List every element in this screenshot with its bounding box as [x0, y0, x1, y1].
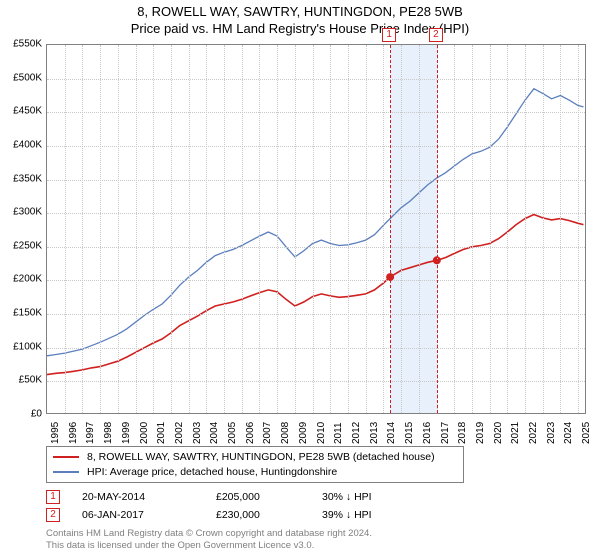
x-axis-label: 1997 — [85, 422, 96, 444]
chart-sale-marker: 2 — [429, 28, 443, 42]
x-axis-label: 2021 — [510, 422, 521, 444]
sale-delta: 30% ↓ HPI — [322, 491, 422, 503]
title-line-1: 8, ROWELL WAY, SAWTRY, HUNTINGDON, PE28 … — [0, 4, 600, 21]
x-axis-label: 1995 — [50, 422, 61, 444]
x-axis-label: 2016 — [422, 422, 433, 444]
legend-swatch-hpi — [53, 471, 79, 473]
table-row: 1 20-MAY-2014 £205,000 30% ↓ HPI — [46, 488, 422, 506]
x-axis-label: 2001 — [156, 422, 167, 444]
series-line-hpi — [47, 89, 584, 356]
sale-marker-cell: 2 — [46, 508, 82, 522]
legend-label-hpi: HPI: Average price, detached house, Hunt… — [87, 465, 337, 480]
sale-marker-2: 2 — [46, 508, 60, 522]
x-axis-label: 2018 — [457, 422, 468, 444]
y-axis-label: £500K — [13, 72, 42, 83]
legend-swatch-property — [53, 456, 79, 458]
footer-attribution: Contains HM Land Registry data © Crown c… — [46, 528, 372, 552]
x-axis-label: 2007 — [262, 422, 273, 444]
legend-row-property: 8, ROWELL WAY, SAWTRY, HUNTINGDON, PE28 … — [53, 450, 457, 465]
legend-row-hpi: HPI: Average price, detached house, Hunt… — [53, 465, 457, 480]
chart-container: 8, ROWELL WAY, SAWTRY, HUNTINGDON, PE28 … — [0, 0, 600, 560]
x-axis-label: 2000 — [139, 422, 150, 444]
x-axis-label: 2006 — [245, 422, 256, 444]
table-row: 2 06-JAN-2017 £230,000 39% ↓ HPI — [46, 506, 422, 524]
y-axis-label: £350K — [13, 173, 42, 184]
x-axis-label: 2025 — [581, 422, 592, 444]
x-axis-label: 1996 — [68, 422, 79, 444]
chart-svg — [47, 45, 585, 413]
sale-date: 20-MAY-2014 — [82, 491, 216, 503]
sale-delta: 39% ↓ HPI — [322, 509, 422, 521]
sale-marker-1: 1 — [46, 490, 60, 504]
x-axis-label: 2004 — [209, 422, 220, 444]
sale-marker-cell: 1 — [46, 490, 82, 504]
footer-line-2: This data is licensed under the Open Gov… — [46, 540, 372, 552]
x-axis-label: 2005 — [227, 422, 238, 444]
x-axis-label: 2003 — [192, 422, 203, 444]
title-block: 8, ROWELL WAY, SAWTRY, HUNTINGDON, PE28 … — [0, 0, 600, 40]
x-axis-label: 2020 — [493, 422, 504, 444]
y-axis-label: £100K — [13, 341, 42, 352]
legend-box: 8, ROWELL WAY, SAWTRY, HUNTINGDON, PE28 … — [46, 446, 464, 483]
sale-price: £205,000 — [216, 491, 322, 503]
series-line-property — [47, 215, 584, 375]
y-axis-label: £300K — [13, 207, 42, 218]
x-axis-label: 2008 — [280, 422, 291, 444]
x-axis-label: 2002 — [174, 422, 185, 444]
sales-table: 1 20-MAY-2014 £205,000 30% ↓ HPI 2 06-JA… — [46, 488, 422, 524]
x-axis-label: 2019 — [475, 422, 486, 444]
y-axis-label: £50K — [19, 375, 42, 386]
x-axis-label: 2011 — [333, 422, 344, 444]
legend-label-property: 8, ROWELL WAY, SAWTRY, HUNTINGDON, PE28 … — [87, 450, 435, 465]
y-axis-label: £150K — [13, 308, 42, 319]
chart-plot-area — [46, 44, 586, 414]
chart-sale-marker: 1 — [382, 28, 396, 42]
y-axis-label: £250K — [13, 240, 42, 251]
y-axis-label: £0 — [31, 409, 42, 420]
sale-date: 06-JAN-2017 — [82, 509, 216, 521]
y-axis-label: £450K — [13, 106, 42, 117]
x-axis-label: 1999 — [121, 422, 132, 444]
x-axis-label: 2009 — [298, 422, 309, 444]
title-line-2: Price paid vs. HM Land Registry's House … — [0, 21, 600, 38]
x-axis-label: 2022 — [528, 422, 539, 444]
y-axis-label: £550K — [13, 39, 42, 50]
x-axis-label: 1998 — [103, 422, 114, 444]
x-axis-label: 2015 — [404, 422, 415, 444]
y-axis-label: £200K — [13, 274, 42, 285]
x-axis-label: 2017 — [440, 422, 451, 444]
sale-price: £230,000 — [216, 509, 322, 521]
x-axis-label: 2013 — [369, 422, 380, 444]
x-axis-label: 2014 — [386, 422, 397, 444]
x-axis-label: 2010 — [316, 422, 327, 444]
y-axis-label: £400K — [13, 139, 42, 150]
footer-line-1: Contains HM Land Registry data © Crown c… — [46, 528, 372, 540]
x-axis-label: 2023 — [546, 422, 557, 444]
x-axis-label: 2012 — [351, 422, 362, 444]
x-axis-label: 2024 — [563, 422, 574, 444]
